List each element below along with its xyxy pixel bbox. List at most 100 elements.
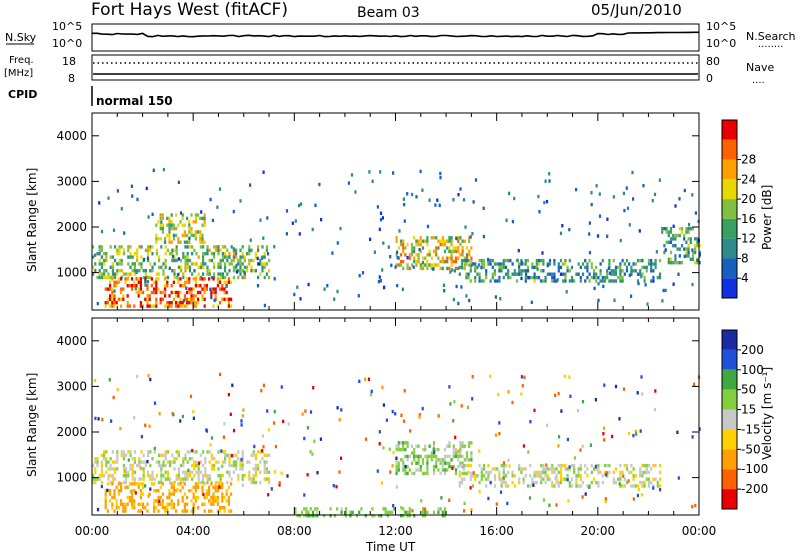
power-echo-cell bbox=[667, 257, 670, 261]
power-echo-cell bbox=[191, 262, 194, 266]
velocity-echo-cell bbox=[306, 473, 309, 477]
power-echo-cell bbox=[619, 265, 622, 270]
velocity-echo-cell bbox=[138, 477, 141, 481]
power-echo-cell bbox=[164, 237, 167, 241]
y-tick-label: 3000 bbox=[56, 174, 87, 188]
power-echo-cell bbox=[625, 258, 629, 263]
power-echo-cell bbox=[467, 272, 470, 276]
velocity-echo-cell bbox=[139, 502, 142, 506]
power-echo-cell bbox=[227, 301, 230, 305]
velocity-echo-cell bbox=[406, 458, 409, 462]
velocity-echo-cell bbox=[656, 484, 659, 488]
velocity-echo-cell bbox=[619, 477, 622, 481]
power-echo-cell bbox=[208, 258, 211, 263]
power-echo-cell bbox=[623, 262, 626, 266]
power-echo-cell bbox=[564, 279, 567, 283]
velocity-echo-cell bbox=[413, 458, 416, 462]
velocity-echo-cell bbox=[340, 510, 343, 514]
power-echo-cell bbox=[379, 218, 383, 222]
velocity-echo-cell bbox=[96, 507, 100, 512]
power-echo-cell bbox=[170, 301, 173, 305]
power-echo-cell bbox=[194, 220, 197, 224]
power-echo-cell bbox=[437, 246, 440, 250]
power-echo-cell bbox=[476, 265, 479, 270]
velocity-echo-cell bbox=[114, 477, 117, 481]
power-echo-cell bbox=[621, 258, 624, 263]
power-echo-cell bbox=[643, 275, 646, 280]
colorbar-swatch bbox=[722, 179, 737, 200]
velocity-echo-cell bbox=[161, 499, 164, 503]
power-echo-cell bbox=[443, 259, 447, 264]
velocity-echo-cell bbox=[148, 424, 151, 428]
power-echo-cell bbox=[535, 275, 538, 280]
power-echo-cell bbox=[389, 255, 392, 259]
power-echo-cell bbox=[482, 206, 485, 210]
velocity-echo-cell bbox=[677, 476, 680, 480]
velocity-echo-cell bbox=[254, 467, 257, 471]
velocity-echo-cell bbox=[219, 506, 222, 510]
velocity-echo-cell bbox=[230, 482, 233, 486]
power-echo-cell bbox=[390, 263, 393, 267]
power-echo-cell bbox=[103, 272, 106, 276]
velocity-echo-cell bbox=[463, 444, 466, 448]
velocity-echo-cell bbox=[511, 400, 514, 405]
power-echo-cell bbox=[203, 216, 206, 221]
power-echo-cell bbox=[96, 252, 99, 256]
power-echo-cell bbox=[524, 262, 527, 266]
velocity-echo-cell bbox=[439, 458, 442, 462]
velocity-echo-cell bbox=[397, 464, 400, 469]
power-echo-cell bbox=[614, 272, 618, 276]
power-echo-cell bbox=[415, 253, 418, 257]
velocity-echo-cell bbox=[193, 450, 196, 454]
velocity-echo-cell bbox=[643, 480, 646, 485]
velocity-echo-cell bbox=[265, 453, 268, 457]
velocity-echo-cell bbox=[94, 477, 97, 481]
velocity-echo-cell bbox=[592, 477, 596, 481]
velocity-echo-cell bbox=[527, 450, 530, 454]
velocity-echo-cell bbox=[520, 375, 523, 379]
power-echo-cell bbox=[177, 223, 180, 227]
velocity-echo-cell bbox=[96, 460, 99, 464]
velocity-echo-cell bbox=[224, 457, 227, 461]
power-echo-cell bbox=[418, 248, 421, 252]
power-echo-cell bbox=[471, 232, 474, 236]
velocity-echo-cell bbox=[385, 418, 388, 422]
velocity-echo-cell bbox=[636, 391, 639, 395]
velocity-echo-cell bbox=[371, 514, 374, 518]
velocity-echo-cell bbox=[546, 423, 549, 428]
power-echo-cell bbox=[232, 265, 235, 269]
velocity-echo-cell bbox=[202, 450, 205, 454]
velocity-echo-cell bbox=[177, 482, 180, 486]
power-echo-cell bbox=[210, 290, 213, 295]
freq-label-line2: [MHz] bbox=[4, 68, 33, 79]
power-echo-cell bbox=[181, 216, 184, 221]
power-echo-cell bbox=[482, 265, 486, 270]
velocity-echo-cell bbox=[311, 510, 315, 514]
velocity-echo-cell bbox=[402, 461, 405, 465]
velocity-echo-cell bbox=[426, 468, 429, 472]
velocity-echo-cell bbox=[402, 444, 405, 448]
velocity-echo-cell bbox=[190, 509, 193, 513]
velocity-echo-cell bbox=[641, 480, 644, 485]
power-echo-cell bbox=[158, 265, 161, 269]
velocity-echo-cell bbox=[254, 463, 257, 468]
power-echo-cell bbox=[109, 297, 112, 301]
velocity-echo-cell bbox=[360, 507, 363, 511]
power-echo-cell bbox=[118, 258, 121, 263]
power-echo-cell bbox=[509, 258, 512, 263]
velocity-echo-cell bbox=[466, 405, 469, 409]
velocity-echo-cell bbox=[131, 495, 134, 500]
power-echo-cell bbox=[151, 252, 154, 256]
power-echo-cell bbox=[237, 262, 240, 266]
power-echo-cell bbox=[619, 262, 622, 266]
velocity-echo-cell bbox=[294, 507, 297, 511]
power-echo-cell bbox=[524, 279, 527, 283]
power-echo-cell bbox=[116, 248, 119, 252]
power-echo-cell bbox=[650, 279, 653, 283]
power-echo-cell bbox=[358, 274, 361, 278]
velocity-echo-cell bbox=[619, 463, 622, 468]
power-echo-cell bbox=[175, 275, 178, 280]
power-echo-cell bbox=[687, 227, 690, 231]
power-echo-cell bbox=[206, 252, 209, 256]
velocity-echo-cell bbox=[564, 463, 567, 468]
